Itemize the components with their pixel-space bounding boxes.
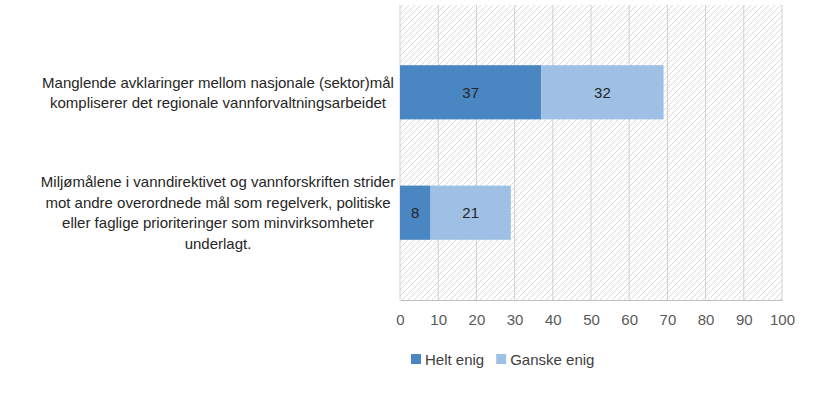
tick-label: 30 — [507, 311, 524, 328]
data-label: 37 — [462, 84, 479, 101]
legend-swatch — [411, 354, 421, 364]
category-label-line: Manglende avklaringer mellom nasjonale (… — [42, 74, 394, 91]
category-label-line: underlagt. — [185, 235, 252, 252]
x-axis: 0 10 20 30 40 50 60 70 80 90 100 — [396, 300, 795, 328]
category-label-line: Miljømålene i vanndirektivet og vannfors… — [41, 173, 395, 190]
chart: 37 32 8 21 0 10 20 30 40 50 60 70 80 90 100 Manglende a… — [0, 0, 822, 393]
data-label: 21 — [462, 204, 479, 221]
grid-line — [400, 5, 401, 300]
data-label: 8 — [411, 204, 419, 221]
legend: Helt enig Ganske enig — [411, 351, 594, 368]
legend-label: Ganske enig — [510, 351, 594, 368]
legend-swatch — [496, 354, 506, 364]
grid-line — [782, 5, 783, 300]
tick: 40 — [545, 300, 562, 328]
bar — [400, 65, 541, 119]
tick: 80 — [698, 300, 715, 328]
grid-line — [552, 5, 553, 300]
grid-line — [705, 5, 706, 300]
tick: 0 — [396, 300, 404, 328]
tick: 90 — [736, 300, 753, 328]
grid-line — [743, 5, 744, 300]
tick-label: 90 — [736, 311, 753, 328]
grid-line — [591, 5, 592, 300]
grid-line — [438, 5, 439, 300]
legend-label: Helt enig — [425, 351, 484, 368]
grid — [400, 5, 782, 300]
plot-background — [400, 5, 782, 300]
bar — [431, 186, 511, 240]
tick: 100 — [770, 300, 795, 328]
tick-label: 10 — [430, 311, 447, 328]
data-labels: 37 32 8 21 — [411, 84, 611, 221]
category-label-line: mot andre overordnede mål som regelverk,… — [45, 194, 390, 211]
tick-label: 50 — [583, 311, 600, 328]
bars — [400, 65, 664, 240]
grid-line — [667, 5, 668, 300]
tick: 10 — [430, 300, 447, 328]
tick: 50 — [583, 300, 600, 328]
grid-line — [476, 5, 477, 300]
tick-label: 60 — [621, 311, 638, 328]
category-label: Miljømålene i vanndirektivet og vannfors… — [41, 173, 395, 252]
grid-line — [629, 5, 630, 300]
category-label-line: kompliserer det regionale vannforvaltnin… — [50, 94, 387, 111]
grid-line — [514, 5, 515, 300]
axis-line — [401, 300, 783, 301]
category-label: Manglende avklaringer mellom nasjonale (… — [42, 74, 394, 112]
tick: 30 — [507, 300, 524, 328]
tick-label: 20 — [469, 311, 486, 328]
tick: 60 — [621, 300, 638, 328]
category-label-line: eller faglige prioriteringer som minvirk… — [62, 214, 374, 231]
tick-label: 100 — [770, 311, 795, 328]
bar — [400, 186, 431, 240]
bar — [541, 65, 663, 119]
tick-label: 70 — [660, 311, 677, 328]
tick-label: 40 — [545, 311, 562, 328]
tick: 70 — [660, 300, 677, 328]
data-label: 32 — [594, 84, 611, 101]
tick: 20 — [469, 300, 486, 328]
tick-label: 0 — [396, 311, 404, 328]
tick-label: 80 — [698, 311, 715, 328]
